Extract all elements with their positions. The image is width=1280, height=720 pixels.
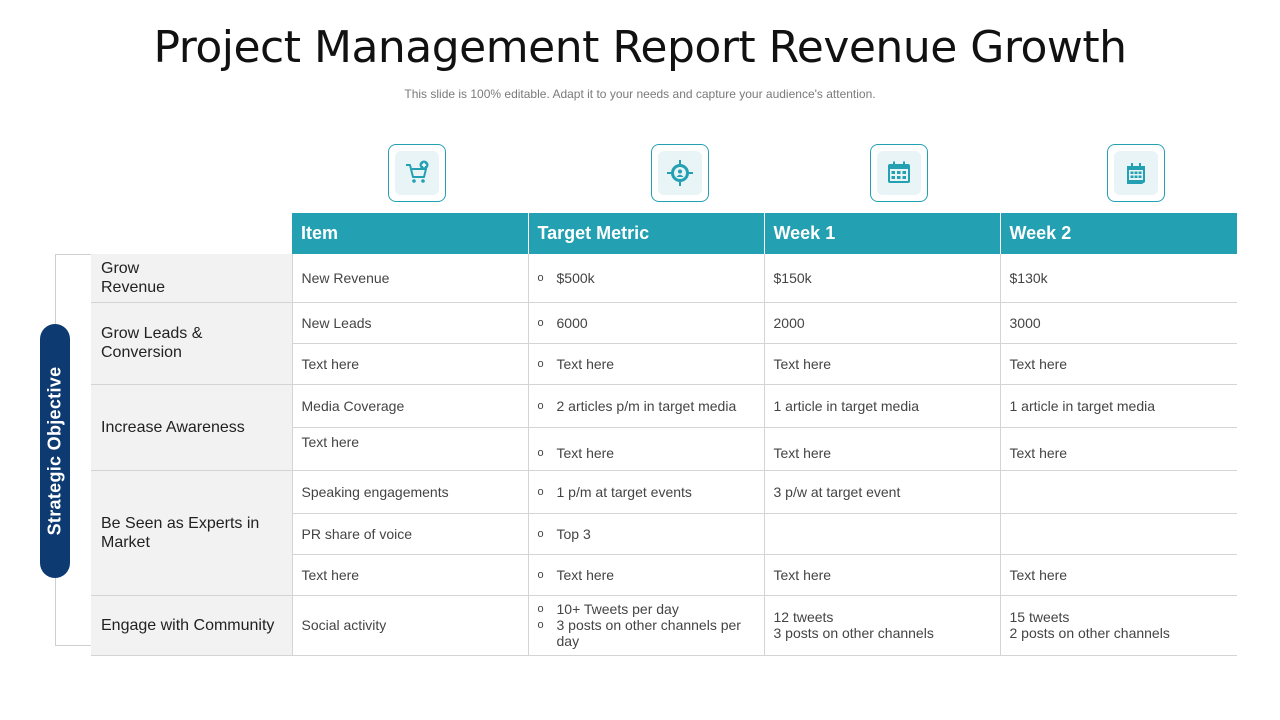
- item-cell: New Revenue: [292, 254, 529, 303]
- bullet: o: [537, 603, 544, 615]
- page-subtitle: This slide is 100% editable. Adapt it to…: [404, 87, 876, 101]
- objective-label: Grow Revenue: [101, 259, 166, 296]
- objective-grow-leads: Grow Leads & Conversion: [91, 302, 293, 385]
- item-cell: Media Coverage: [292, 384, 529, 428]
- item-cell: Text here: [292, 343, 529, 385]
- week1-cell: 12 tweets 3 posts on other channels: [764, 595, 1001, 656]
- header-week-1: Week 1: [764, 213, 1001, 254]
- target-cell: o Text here: [528, 343, 765, 385]
- target-cell: o $500k: [528, 254, 765, 303]
- target-text: Text here: [556, 566, 615, 583]
- calendar-page-icon-box: [1107, 144, 1165, 202]
- target-text: 3 posts on other channels per day: [556, 617, 741, 649]
- bullet: o: [537, 446, 544, 459]
- cart-add-icon-box: [388, 144, 446, 202]
- header-item: Item: [292, 213, 529, 254]
- item-cell: Text here: [292, 554, 529, 596]
- week2-cell: $130k: [1000, 254, 1237, 303]
- week1-cell: $150k: [764, 254, 1001, 303]
- week1-cell: Text here: [764, 343, 1001, 385]
- target-cell: o 2 articles p/m in target media: [528, 384, 765, 428]
- table-row: Text here o Text here Text here Text here: [91, 343, 1237, 385]
- report-table: Item Target Metric Week 1 Week 2 Grow Re…: [91, 213, 1237, 656]
- week1-text: Text here: [773, 444, 832, 461]
- side-label: Strategic Objective: [44, 366, 65, 536]
- target-cell: o 10+ Tweets per day o 3 posts on other ch…: [528, 595, 765, 656]
- bullet: o: [537, 619, 544, 631]
- target-text: Text here: [556, 355, 615, 372]
- header-target-metric: Target Metric: [528, 213, 765, 254]
- target-cell: o Text here: [528, 427, 765, 471]
- calendar-icon: [888, 161, 910, 183]
- week2-cell: Text here: [1000, 427, 1237, 471]
- bullet: o: [537, 316, 544, 329]
- week1-cell: Text here: [764, 554, 1001, 596]
- objective-increase-awareness: Increase Awareness: [91, 384, 293, 471]
- target-text: 6000: [556, 314, 588, 331]
- item-cell: PR share of voice: [292, 513, 529, 555]
- bullet: o: [537, 485, 544, 498]
- week1-cell: [764, 513, 1001, 555]
- target-text: Text here: [556, 444, 615, 461]
- target-user-icon-box: [651, 144, 709, 202]
- target-text: $500k: [556, 269, 595, 286]
- calendar-icon-box: [870, 144, 928, 202]
- page-title: Project Management Report Revenue Growth: [153, 22, 1127, 73]
- target-cell: o 6000: [528, 302, 765, 344]
- calendar-page-icon: [1127, 163, 1145, 184]
- objective-engage-community: Engage with Community: [91, 595, 293, 656]
- bullet: o: [537, 399, 544, 412]
- bullet: o: [537, 568, 544, 581]
- target-cell: o Text here: [528, 554, 765, 596]
- table-row: PR share of voice o Top 3: [91, 513, 1237, 555]
- item-cell: Social activity: [292, 595, 529, 656]
- week2-cell: Text here: [1000, 343, 1237, 385]
- target-text: 1 p/m at target events: [556, 483, 692, 500]
- cart-add-icon: [406, 160, 429, 183]
- header-week-2: Week 2: [1000, 213, 1237, 254]
- header-blank: [91, 213, 292, 254]
- objective-label: Be Seen as Experts in Market: [101, 514, 260, 551]
- objective-grow-revenue: Grow Revenue: [91, 254, 293, 303]
- side-label-pill: [40, 324, 70, 578]
- objective-label: Grow Leads & Conversion: [101, 325, 203, 361]
- table-row: Grow Leads & Conversion New Leads o 6000 …: [91, 302, 1237, 385]
- bullet: o: [537, 271, 544, 284]
- week2-cell: [1000, 513, 1237, 555]
- week1-cell: 3 p/w at target event: [764, 470, 1001, 514]
- target-user-icon: [667, 160, 693, 186]
- week2-cell: 1 article in target media: [1000, 384, 1237, 428]
- table-row: Text here o Text here Text here Text here: [91, 554, 1237, 596]
- week2-cell: Text here: [1000, 554, 1237, 596]
- week2-cell: [1000, 470, 1237, 514]
- table-row: Be Seen as Experts in Market Speaking en…: [91, 470, 1237, 596]
- bullet: o: [537, 357, 544, 370]
- target-text: Top 3: [556, 525, 591, 542]
- item-cell: Speaking engagements: [292, 470, 529, 514]
- week2-cell: 15 tweets 2 posts on other channels: [1000, 595, 1237, 656]
- bullet: o: [537, 527, 544, 540]
- objective-experts-in-market: Be Seen as Experts in Market: [91, 470, 293, 596]
- week1-cell: 1 article in target media: [764, 384, 1001, 428]
- objective-label: Increase Awareness: [101, 418, 245, 436]
- week1-cell: 2000: [764, 302, 1001, 344]
- table-row: Increase Awareness Media Coverage o 2 art…: [91, 384, 1237, 471]
- table-row: Text here o Text here Text here Text here: [91, 427, 1237, 471]
- week1-cell: Text here: [764, 427, 1001, 471]
- item-cell: New Leads: [292, 302, 529, 344]
- table-row: Grow Revenue New Revenue o $500k $150k $1…: [91, 254, 1237, 303]
- objective-label: Engage with Community: [101, 616, 275, 634]
- target-cell: o 1 p/m at target events: [528, 470, 765, 514]
- target-text: 10+ Tweets per day: [556, 601, 679, 617]
- header-row: Item Target Metric Week 1 Week 2: [91, 213, 1237, 254]
- target-text: 2 articles p/m in target media: [556, 397, 737, 414]
- week2-text: Text here: [1009, 444, 1068, 461]
- target-cell: o Top 3: [528, 513, 765, 555]
- week2-cell: 3000: [1000, 302, 1237, 344]
- item-cell: Text here: [292, 427, 529, 471]
